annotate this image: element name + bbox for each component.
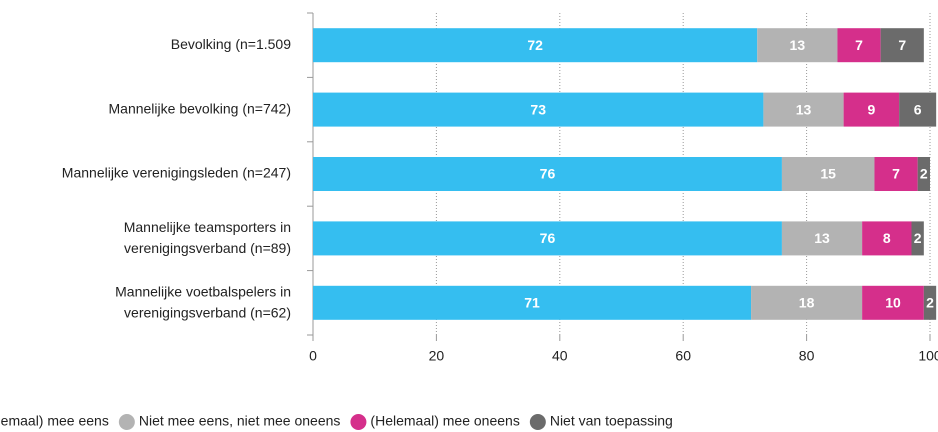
- x-tick-label: 80: [799, 348, 815, 364]
- legend-swatch: [118, 414, 135, 430]
- x-tick-label: 100: [918, 348, 938, 364]
- value-label: 2: [920, 166, 928, 182]
- legend-label: Niet mee eens, niet mee oneens: [139, 413, 341, 429]
- value-label: 7: [898, 37, 906, 53]
- x-tick-label: 60: [675, 348, 691, 364]
- value-label: 71: [524, 295, 540, 311]
- legend-label: (Helemaal) mee oneens: [370, 413, 519, 429]
- bar-segment: [837, 28, 881, 63]
- bar-segment: [313, 92, 764, 127]
- y-tick-label: Mannelijke bevolking (n=742): [109, 100, 292, 116]
- x-tick-label: 40: [552, 348, 568, 364]
- legend-label: Niet van toepassing: [550, 413, 673, 429]
- bar-segment: [862, 285, 924, 320]
- value-label: 13: [796, 101, 812, 117]
- value-label: 72: [527, 37, 543, 53]
- bar-segment: [757, 28, 838, 63]
- value-label: 2: [914, 230, 922, 246]
- legend-swatch: [350, 414, 367, 430]
- value-label: 13: [790, 37, 806, 53]
- value-label: 9: [867, 101, 875, 117]
- bar-segment: [781, 157, 875, 191]
- bar-segment: [911, 221, 924, 256]
- value-label: 10: [885, 295, 901, 311]
- bar-segment: [862, 221, 912, 256]
- bar-segment: [751, 285, 863, 320]
- value-label: 2: [926, 295, 934, 311]
- y-tick-label: Mannelijke verenigingsleden (n=247): [62, 165, 291, 181]
- legend-label: (Helemaal) mee eens: [0, 413, 109, 429]
- value-label: 6: [914, 101, 922, 117]
- legend-swatch: [529, 414, 546, 430]
- bar-segment: [923, 285, 937, 320]
- value-label: 18: [799, 295, 815, 311]
- value-label: 7: [892, 166, 900, 182]
- bar-segment: [313, 221, 782, 256]
- bar-segment: [917, 157, 930, 191]
- y-tick-label: Mannelijke voetbalspelers in verenigingsv…: [115, 283, 291, 320]
- value-label: 76: [540, 166, 556, 182]
- bar-segment: [843, 92, 900, 127]
- y-tick-label: Bevolking (n=1.509: [171, 36, 291, 52]
- bar-segment: [874, 157, 918, 191]
- bar-segment: [763, 92, 844, 127]
- value-label: 7: [855, 37, 863, 53]
- value-label: 73: [530, 101, 546, 117]
- value-label: 76: [540, 230, 556, 246]
- bar-segment: [313, 285, 752, 320]
- value-label: 15: [820, 166, 836, 182]
- bar-segment: [899, 92, 937, 127]
- bar-segment: [313, 28, 758, 63]
- value-label: 8: [883, 230, 891, 246]
- value-label: 13: [814, 230, 830, 246]
- y-tick-label: Mannelijke teamsporters in verenigingsver…: [124, 219, 291, 256]
- bar-segment: [880, 28, 924, 63]
- x-tick-label: 0: [309, 348, 317, 364]
- bar-segment: [781, 221, 863, 256]
- bar-segment: [313, 157, 782, 191]
- x-tick-label: 20: [429, 348, 445, 364]
